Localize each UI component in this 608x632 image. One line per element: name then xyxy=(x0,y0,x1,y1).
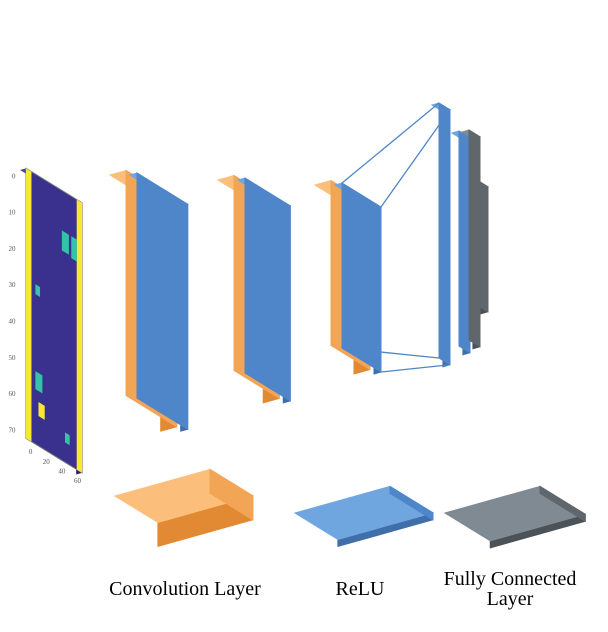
svg-text:Convolution Layer: Convolution Layer xyxy=(109,578,261,600)
relu-layer-3 xyxy=(335,183,381,374)
axis-tick: 10 xyxy=(8,209,16,217)
axis-tick: 50 xyxy=(8,354,16,362)
relu-layer-1 xyxy=(130,173,188,431)
svg-text:ReLU: ReLU xyxy=(336,578,385,600)
flatten-vector xyxy=(432,103,450,367)
legend-relu-label: ReLU xyxy=(336,578,385,600)
cnn-architecture-diagram: 70 60 50 40 30 20 10 0 0 20 40 60 Convolution Layer R… xyxy=(0,0,608,632)
axis-tick: 70 xyxy=(8,426,16,434)
axis-tick: 60 xyxy=(74,477,82,485)
legend-relu-icon xyxy=(295,486,433,546)
axis-tick: 60 xyxy=(8,390,16,398)
legend-conv-icon xyxy=(115,469,253,546)
axis-tick: 30 xyxy=(8,281,16,289)
input-feature-map xyxy=(20,168,82,474)
svg-text:Fully ConnectedLayer: Fully ConnectedLayer xyxy=(444,568,577,610)
axis-tick: 0 xyxy=(12,172,16,180)
axis-tick: 40 xyxy=(8,318,16,326)
axis-tick: 20 xyxy=(43,458,51,466)
legend-conv-label: Convolution Layer xyxy=(109,578,261,600)
legend-fc-icon xyxy=(445,486,585,547)
legend-fc-label: Fully ConnectedLayer xyxy=(444,568,577,610)
axis-tick: 0 xyxy=(29,448,33,456)
axis-tick: 20 xyxy=(8,245,16,253)
fc-layer-1 xyxy=(452,131,470,355)
axis-tick: 40 xyxy=(58,467,66,475)
relu-layer-2 xyxy=(238,178,290,403)
